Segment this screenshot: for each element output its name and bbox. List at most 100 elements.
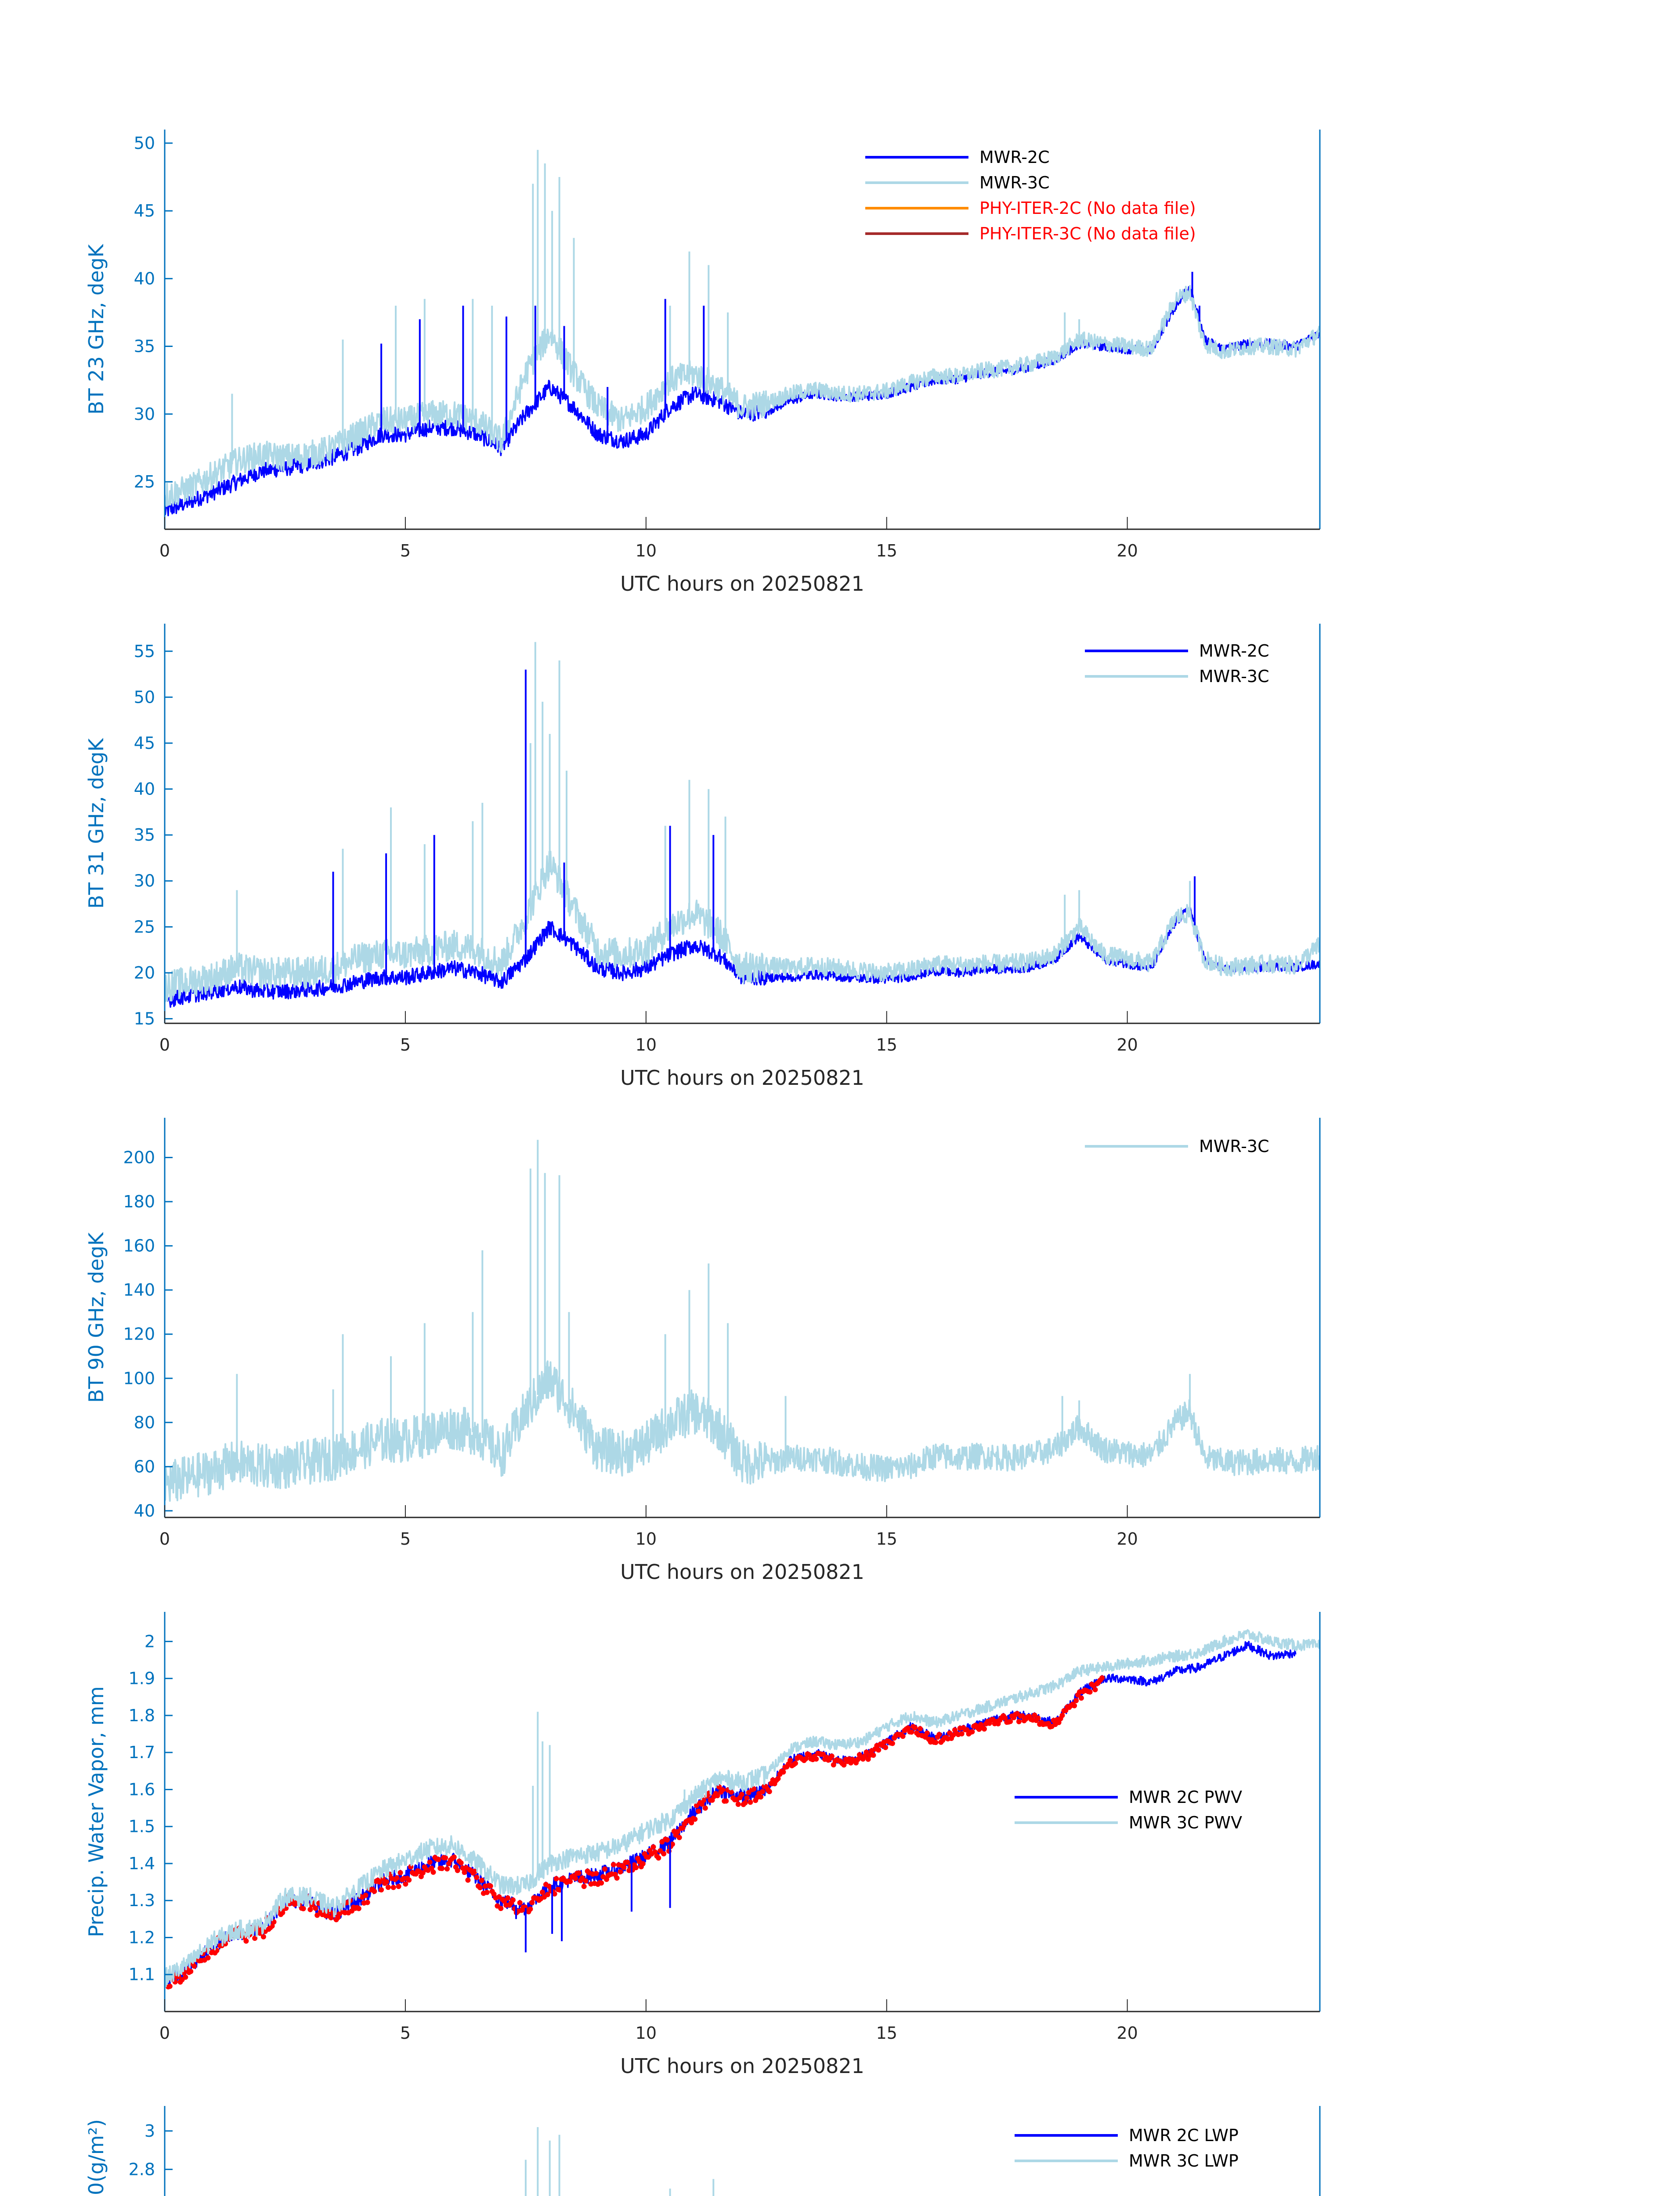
data-point (751, 1786, 757, 1791)
data-point (363, 1893, 369, 1898)
y-tick-label: 140 (123, 1280, 155, 1300)
data-point (243, 1938, 249, 1944)
data-point (788, 1758, 793, 1763)
data-point (820, 1752, 826, 1757)
data-point (723, 1798, 729, 1804)
data-point (739, 1791, 744, 1797)
y-tick-label: 25 (134, 917, 155, 936)
data-point (611, 1862, 616, 1867)
legend-item: PHY-ITER-3C (No data file) (865, 224, 1196, 243)
data-point (618, 1869, 623, 1875)
y-tick-label: 30 (134, 405, 155, 424)
data-point (883, 1745, 889, 1750)
plot-area (165, 642, 1320, 1008)
y-tick-label: 35 (134, 337, 155, 356)
panel-bt31: 15 20 25 30 35 40 45 50 55 0 5 10 15 20 UTC hours on 2… (84, 624, 1321, 1090)
y-tick-label: 2 (145, 1632, 155, 1651)
y-tick-label: 160 (123, 1236, 155, 1256)
y-tick-label: 50 (134, 134, 155, 153)
data-point (803, 1756, 809, 1762)
y-tick-label: 25 (134, 472, 155, 491)
data-point (300, 1906, 306, 1911)
legend-item: MWR-2C (865, 148, 1050, 167)
x-tick-label: 0 (159, 1529, 170, 1549)
data-point (640, 1861, 646, 1867)
data-point (167, 1983, 173, 1989)
data-point (696, 1808, 701, 1814)
panel-bt90: 40 60 80 100 120 140 160 180 200 0 5 10 15 20 UTC hour… (84, 1118, 1321, 1584)
data-point (420, 1870, 426, 1876)
data-point (529, 1900, 535, 1905)
plot-area (165, 150, 1320, 516)
data-point (313, 1905, 318, 1911)
data-point (1059, 1712, 1065, 1718)
data-point (1087, 1689, 1093, 1695)
plot-area (524, 2127, 715, 2196)
x-tick-label: 20 (1116, 2023, 1138, 2043)
x-tick-label: 0 (159, 1035, 170, 1055)
legend-label: PHY-ITER-2C (No data file) (979, 199, 1196, 218)
x-tick-label: 20 (1116, 1529, 1138, 1549)
data-point (406, 1877, 412, 1883)
data-point (365, 1900, 370, 1905)
legend: MWR-3C (1085, 1137, 1269, 1156)
data-point (379, 1887, 384, 1893)
x-tick-label: 15 (876, 1529, 897, 1549)
data-point (455, 1867, 460, 1873)
data-point (829, 1753, 835, 1759)
data-point (1032, 1712, 1037, 1718)
data-point (652, 1849, 658, 1855)
legend-item: MWR-2C (1085, 641, 1269, 661)
data-point (720, 1787, 726, 1793)
data-point (545, 1892, 550, 1897)
data-point (372, 1889, 377, 1894)
data-point (656, 1855, 661, 1861)
data-point (760, 1789, 765, 1795)
y-tick-label: 1.7 (129, 1743, 155, 1762)
legend-item: MWR 3C PWV (1015, 1813, 1242, 1832)
y-tick-label: 180 (123, 1192, 155, 1211)
data-point (982, 1726, 987, 1732)
data-point (1035, 1715, 1041, 1721)
legend-item: MWR-3C (1085, 1137, 1269, 1156)
y-tick-label: 40 (134, 1501, 155, 1521)
data-point (1002, 1715, 1008, 1721)
data-point (397, 1870, 403, 1875)
data-point (689, 1820, 694, 1826)
data-point (553, 1876, 559, 1882)
data-point (444, 1866, 450, 1872)
data-point (1099, 1675, 1105, 1681)
data-point (793, 1760, 798, 1766)
data-point (813, 1756, 819, 1762)
x-tick-label: 5 (400, 2023, 411, 2043)
x-tick-label: 5 (400, 1529, 411, 1549)
legend-label: MWR-3C (979, 173, 1050, 192)
data-point (865, 1756, 871, 1762)
x-tick-label: 15 (876, 541, 897, 560)
data-point (1019, 1713, 1025, 1719)
y-tick-label: 1.3 (129, 1891, 155, 1910)
data-point (443, 1855, 448, 1860)
data-point (356, 1906, 361, 1911)
data-point (1092, 1687, 1098, 1693)
legend-label: MWR-2C (979, 148, 1050, 167)
legend: MWR 2C PWV MWR 3C PWV (1015, 1788, 1242, 1832)
data-point (1073, 1698, 1079, 1703)
legend-item: MWR 3C LWP (1015, 2151, 1239, 2171)
legend-label: MWR-3C (1199, 667, 1269, 686)
data-point (633, 1865, 639, 1871)
x-tick-label: 0 (159, 541, 170, 560)
data-point (188, 1968, 194, 1974)
data-point (661, 1851, 667, 1856)
data-point (831, 1762, 836, 1768)
data-point (458, 1860, 464, 1866)
legend-label: MWR-2C (1199, 641, 1269, 661)
y-tick-label: 100 (123, 1369, 155, 1388)
x-axis-label: UTC hours on 20250821 (620, 572, 864, 596)
data-point (377, 1879, 383, 1885)
data-point (573, 1875, 578, 1881)
data-point (403, 1881, 408, 1887)
y-tick-label: 20 (134, 963, 155, 982)
data-point (692, 1817, 698, 1822)
data-point (876, 1747, 882, 1753)
